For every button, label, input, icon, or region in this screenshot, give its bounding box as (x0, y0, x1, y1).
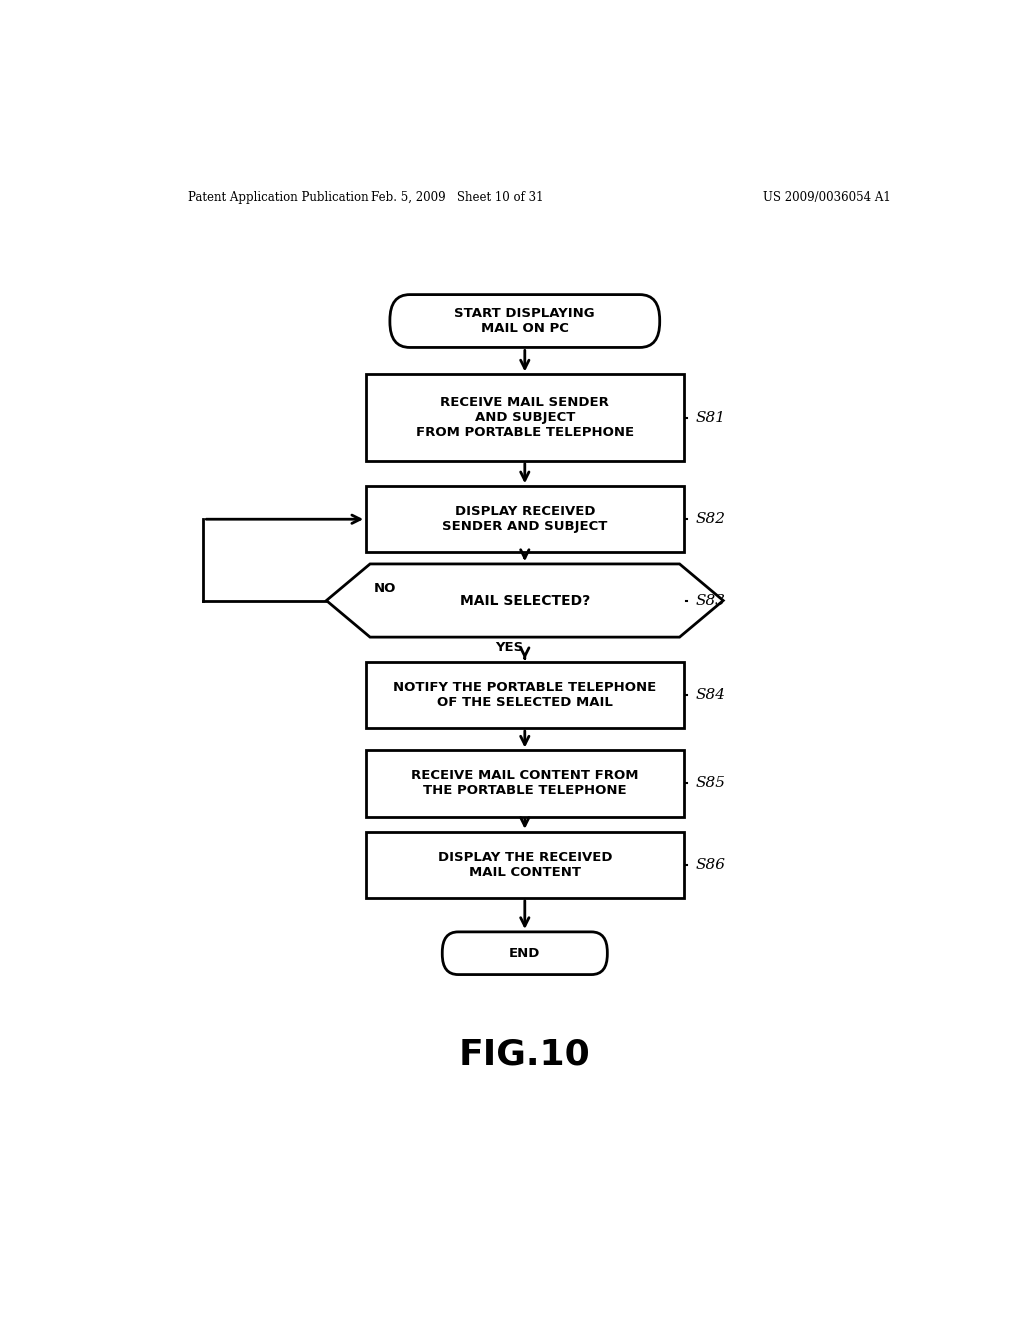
Text: Feb. 5, 2009   Sheet 10 of 31: Feb. 5, 2009 Sheet 10 of 31 (371, 191, 544, 203)
FancyBboxPatch shape (390, 294, 659, 347)
Text: END: END (509, 946, 541, 960)
Bar (367, 751, 684, 817)
Text: S82: S82 (695, 512, 725, 527)
Bar (367, 832, 684, 898)
Text: NO: NO (374, 582, 396, 595)
Polygon shape (327, 564, 723, 638)
Text: S81: S81 (695, 411, 725, 425)
Bar (367, 375, 684, 461)
Text: US 2009/0036054 A1: US 2009/0036054 A1 (763, 191, 891, 203)
Text: MAIL SELECTED?: MAIL SELECTED? (460, 594, 590, 607)
Text: S84: S84 (695, 688, 725, 702)
Text: S86: S86 (695, 858, 725, 871)
FancyBboxPatch shape (442, 932, 607, 974)
Bar (367, 486, 684, 552)
Text: Patent Application Publication: Patent Application Publication (187, 191, 369, 203)
Text: S85: S85 (695, 776, 725, 791)
Bar (367, 663, 684, 729)
Text: RECEIVE MAIL SENDER
AND SUBJECT
FROM PORTABLE TELEPHONE: RECEIVE MAIL SENDER AND SUBJECT FROM POR… (416, 396, 634, 440)
Text: S83: S83 (695, 594, 725, 607)
Text: FIG.10: FIG.10 (459, 1038, 591, 1072)
Text: DISPLAY THE RECEIVED
MAIL CONTENT: DISPLAY THE RECEIVED MAIL CONTENT (437, 851, 612, 879)
Text: YES: YES (495, 642, 523, 655)
Text: NOTIFY THE PORTABLE TELEPHONE
OF THE SELECTED MAIL: NOTIFY THE PORTABLE TELEPHONE OF THE SEL… (393, 681, 656, 709)
Text: START DISPLAYING
MAIL ON PC: START DISPLAYING MAIL ON PC (455, 308, 595, 335)
Text: DISPLAY RECEIVED
SENDER AND SUBJECT: DISPLAY RECEIVED SENDER AND SUBJECT (442, 506, 607, 533)
Text: RECEIVE MAIL CONTENT FROM
THE PORTABLE TELEPHONE: RECEIVE MAIL CONTENT FROM THE PORTABLE T… (411, 770, 639, 797)
